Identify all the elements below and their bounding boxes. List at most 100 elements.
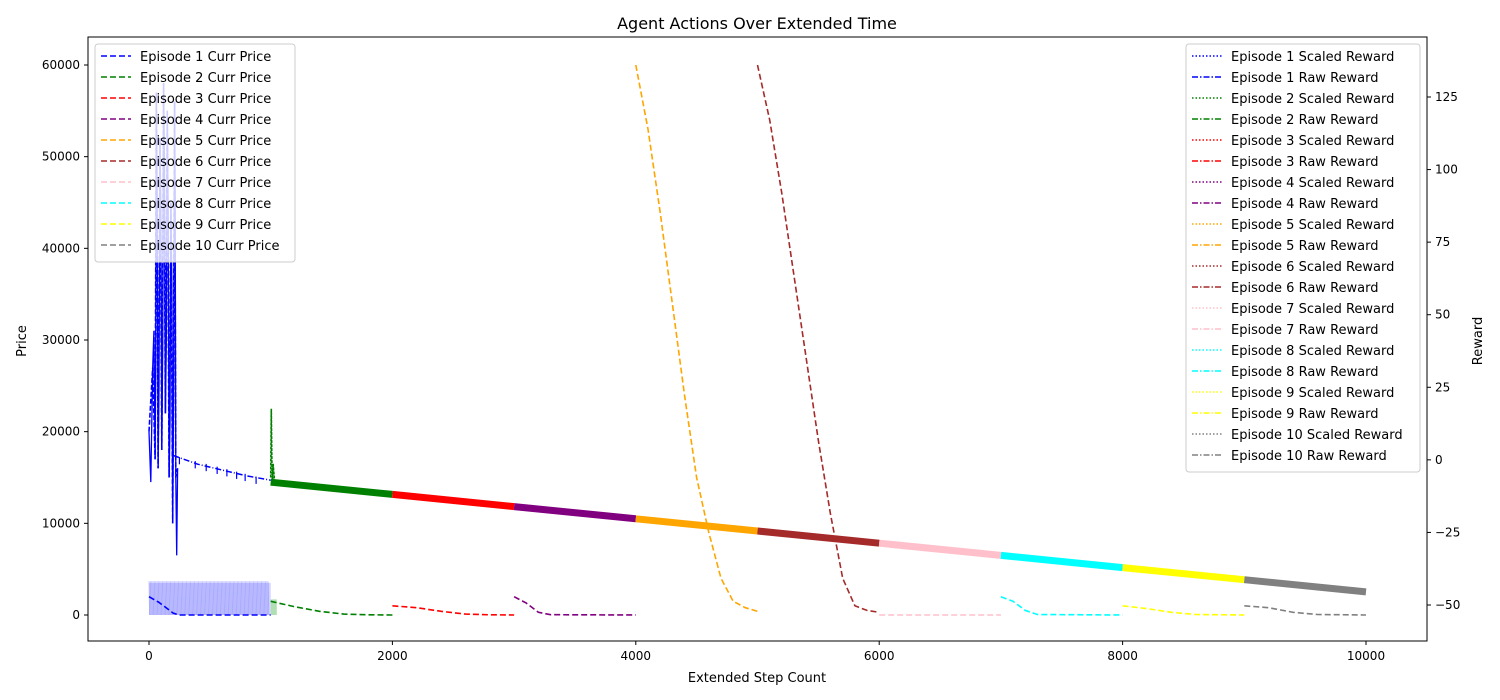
raw-reward-segment — [1243, 576, 1367, 596]
episode-1-scaled-reward-hatch — [187, 581, 189, 616]
legend-reward-label: Episode 4 Raw Reward — [1231, 197, 1378, 212]
episode-1-scaled-reward-hatch — [194, 581, 196, 616]
legend-reward: Episode 1 Scaled Reward Episode 1 Raw Rew… — [1185, 43, 1421, 473]
y2-tick-label: 25 — [1435, 380, 1450, 394]
episode-1-scaled-reward-hatch — [156, 581, 159, 616]
legend-reward-label: Episode 1 Scaled Reward — [1231, 50, 1394, 65]
episode-1-scaled-reward-hatch — [153, 581, 156, 616]
legend-reward-label: Episode 2 Scaled Reward — [1231, 92, 1394, 107]
legend-price-label: Episode 5 Curr Price — [140, 134, 271, 149]
legend-reward-label: Episode 8 Raw Reward — [1231, 365, 1378, 380]
episode-1-scaled-reward-hatch — [200, 581, 203, 616]
raw-reward-segment — [392, 490, 515, 511]
episode-1-scaled-reward-hatch — [163, 581, 165, 616]
x-tick-label: 2000 — [377, 649, 408, 663]
legend-reward-label: Episode 8 Scaled Reward — [1231, 344, 1394, 359]
x-tick-label: 8000 — [1107, 649, 1138, 663]
episode-1-scaled-reward-hatch — [246, 581, 248, 616]
episode-1-scaled-reward-hatch — [223, 581, 226, 616]
episode-1-scaled-reward-hatch — [255, 581, 258, 616]
legend-reward-label: Episode 9 Raw Reward — [1231, 407, 1378, 422]
episode-1-scaled-reward-hatch — [184, 581, 187, 616]
x-tick-label: 6000 — [864, 649, 895, 663]
price-series-line — [1122, 605, 1245, 616]
episode-1-scaled-reward-hatch — [264, 581, 267, 616]
y-tick-label: 30000 — [42, 333, 80, 347]
episode-1-scaled-reward-hatch — [189, 581, 192, 616]
episode-1-scaled-reward-hatch — [210, 581, 212, 616]
episode-1-scaled-reward-hatch — [228, 581, 231, 616]
episode-1-scaled-reward-hatch — [195, 581, 197, 616]
raw-reward-segment — [878, 539, 1002, 559]
episode-1-scaled-reward-hatch — [185, 581, 188, 616]
episode-1-scaled-reward-hatch — [266, 581, 268, 616]
episode-1-scaled-reward-hatch — [183, 581, 185, 616]
legend-reward-label: Episode 3 Scaled Reward — [1231, 134, 1394, 149]
episode-1-scaled-reward-hatch — [250, 581, 252, 616]
legend-price-label: Episode 1 Curr Price — [140, 50, 271, 65]
episode-1-scaled-reward-hatch — [224, 581, 227, 616]
episode-1-scaled-reward-hatch — [215, 581, 218, 616]
y2-tick-label: 75 — [1435, 235, 1450, 249]
episode-1-scaled-reward-hatch — [262, 581, 264, 616]
y-tick-label: 40000 — [42, 241, 80, 255]
episode-1-scaled-reward-hatch — [263, 581, 266, 616]
x-tick-label: 0 — [145, 649, 153, 663]
episode-1-scaled-reward-hatch — [211, 581, 214, 616]
episode-1-scaled-reward-hatch — [191, 581, 193, 616]
episode-1-scaled-reward-hatch — [218, 581, 220, 616]
episode-1-scaled-reward-hatch — [180, 581, 183, 616]
episode-1-scaled-reward-hatch — [244, 581, 247, 616]
episode-1-scaled-reward-hatch — [160, 581, 163, 616]
legend-price-label: Episode 9 Curr Price — [140, 218, 271, 233]
legend-price-label: Episode 8 Curr Price — [140, 197, 271, 212]
price-series-line — [392, 605, 515, 616]
episode-1-scaled-reward-hatch — [243, 581, 246, 616]
episode-2-price-spikes — [269, 408, 276, 483]
episode-1-scaled-reward-hatch — [259, 581, 262, 616]
episode-1-scaled-reward-hatch — [159, 581, 161, 616]
episode-1-scaled-reward-hatch — [176, 581, 179, 616]
episode-1-scaled-reward-hatch — [148, 581, 151, 616]
legend-reward-label: Episode 9 Scaled Reward — [1231, 386, 1394, 401]
legend-price-label: Episode 2 Curr Price — [140, 71, 271, 86]
episode-1-scaled-reward-hatch — [155, 581, 157, 616]
episode-1-scaled-reward-hatch — [179, 581, 181, 616]
price-series-line — [635, 64, 758, 613]
episode-1-scaled-reward-hatch — [252, 581, 255, 616]
y-tick-label: 60000 — [42, 58, 80, 72]
legend-reward-label: Episode 10 Scaled Reward — [1231, 428, 1403, 443]
episode-1-scaled-reward-hatch — [230, 581, 232, 616]
raw-reward-segment — [635, 515, 758, 535]
episode-1-scaled-reward-hatch — [165, 581, 168, 616]
episode-1-price-spike-fill — [175, 468, 179, 556]
y2-tick-label: 0 — [1435, 453, 1443, 467]
episode-1-scaled-reward-hatch — [220, 581, 223, 616]
y-tick-label: 50000 — [42, 150, 80, 164]
episode-1-scaled-reward-hatch — [188, 581, 191, 616]
plot-frame — [87, 36, 1428, 642]
legend-reward-label: Episode 1 Raw Reward — [1231, 71, 1378, 86]
legend-reward-label: Episode 6 Scaled Reward — [1231, 260, 1394, 275]
x-tick-label: 4000 — [621, 649, 652, 663]
episode-1-scaled-reward-hatch — [238, 581, 240, 616]
y2-tick-label: 100 — [1435, 163, 1458, 177]
legend-reward-label: Episode 10 Raw Reward — [1231, 449, 1387, 464]
price-series-line — [148, 596, 271, 616]
episode-1-scaled-reward-hatch — [235, 581, 238, 616]
episode-1-price-spike-fill — [152, 330, 156, 460]
legend-price: Episode 1 Curr Price Episode 2 Curr Price… — [94, 43, 296, 263]
episode-1-scaled-reward-hatch — [258, 581, 260, 616]
episode-1-scaled-reward-hatch — [161, 581, 164, 616]
episode-1-scaled-reward-hatch — [164, 581, 167, 616]
episode-1-scaled-reward-hatch — [214, 581, 216, 616]
episode-1-scaled-reward-hatch — [152, 581, 155, 616]
episode-1-scaled-reward-hatch — [240, 581, 243, 616]
episode-1-scaled-reward-hatch — [172, 581, 175, 616]
episode-1-scaled-reward-hatch — [234, 581, 236, 616]
episode-2-scaled-reward-band — [270, 599, 277, 615]
episode-1-scaled-reward-hatch — [212, 581, 215, 616]
episode-1-scaled-reward-hatch — [177, 581, 180, 616]
episode-1-scaled-reward-hatch — [248, 581, 251, 616]
chart-title: Agent Actions Over Extended Time — [617, 14, 897, 33]
